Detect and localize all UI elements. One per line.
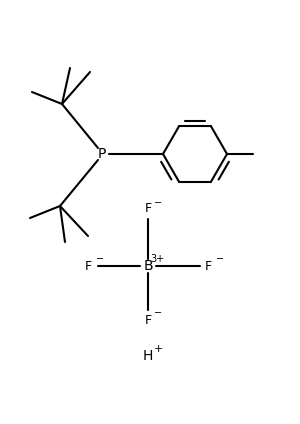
Text: F: F xyxy=(204,259,211,273)
Text: B: B xyxy=(143,259,153,273)
Text: P: P xyxy=(98,147,106,161)
Text: −: − xyxy=(154,308,162,318)
Text: H: H xyxy=(143,349,153,363)
Text: +: + xyxy=(153,344,163,354)
Text: 3+: 3+ xyxy=(150,254,164,264)
Text: F: F xyxy=(144,313,152,326)
Text: F: F xyxy=(84,259,92,273)
Text: −: − xyxy=(216,254,224,264)
Text: −: − xyxy=(96,254,104,264)
Text: −: − xyxy=(154,198,162,208)
Text: F: F xyxy=(144,203,152,215)
